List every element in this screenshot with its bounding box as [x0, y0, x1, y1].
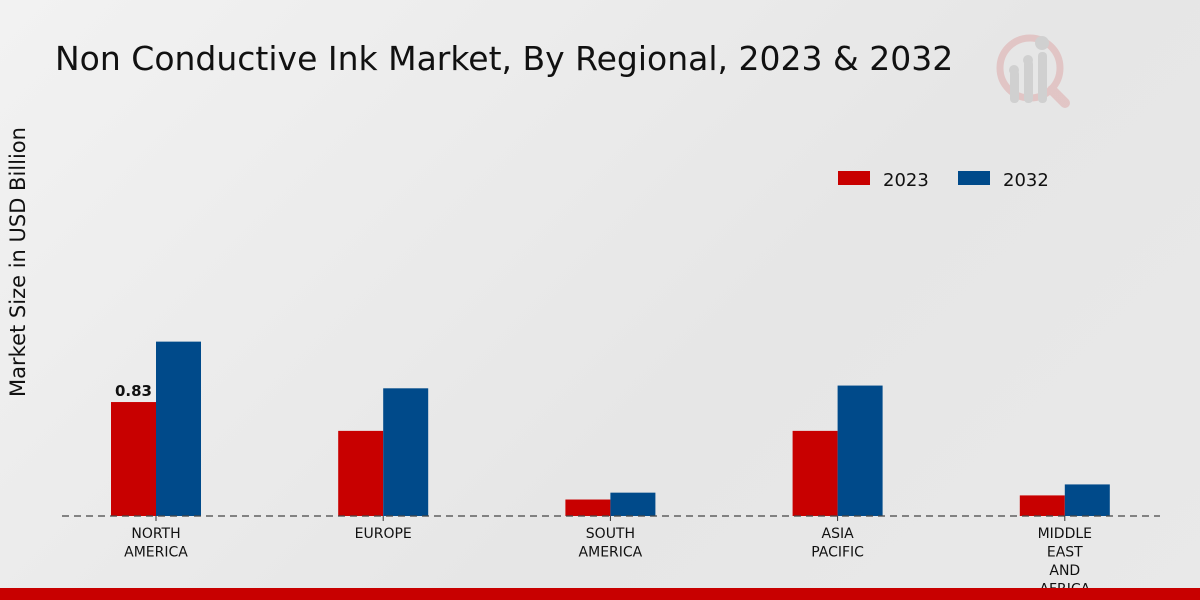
data-label: 0.83 [115, 382, 152, 400]
bar-2023-3 [792, 430, 838, 516]
bars: 0.83 [111, 341, 1110, 516]
tick-label: MIDDLE [1038, 526, 1092, 542]
footer-bar [0, 588, 1200, 600]
y-axis-label: Market Size in USD Billion [6, 127, 30, 397]
legend-swatch-2023 [838, 171, 870, 185]
bar-2032-1 [383, 388, 429, 516]
legend-label-2023: 2023 [883, 170, 929, 191]
bar-2023-1 [338, 430, 384, 516]
tick-label: AMERICA [579, 545, 643, 561]
x-axis-ticks: NORTH AMERICA EUROPE SOUTH AMERICA ASIA PACIFI… [124, 516, 1092, 598]
tick-label: PACIFIC [811, 545, 864, 561]
tick-label: EUROPE [355, 526, 412, 542]
legend: 2023 2032 [838, 170, 1049, 191]
logo-watermark [996, 34, 1070, 108]
tick-label: AND [1049, 563, 1080, 579]
bar-2032-4 [1064, 484, 1110, 516]
tick-label: ASIA [822, 526, 855, 542]
bar-2023-2 [565, 499, 611, 516]
tick-label: AMERICA [124, 545, 188, 561]
legend-label-2032: 2032 [1003, 170, 1049, 191]
bar-2032-0 [156, 341, 201, 516]
tick-label: NORTH [131, 526, 180, 542]
tick-label: SOUTH [586, 526, 635, 542]
legend-swatch-2032 [958, 171, 990, 185]
bar-2032-2 [610, 492, 656, 516]
bar-2023-4 [1019, 495, 1065, 516]
bar-2032-3 [837, 385, 883, 516]
chart-title: Non Conductive Ink Market, By Regional, … [55, 39, 953, 78]
tick-label: EAST [1047, 545, 1083, 561]
bar-2023-0 [111, 402, 156, 516]
